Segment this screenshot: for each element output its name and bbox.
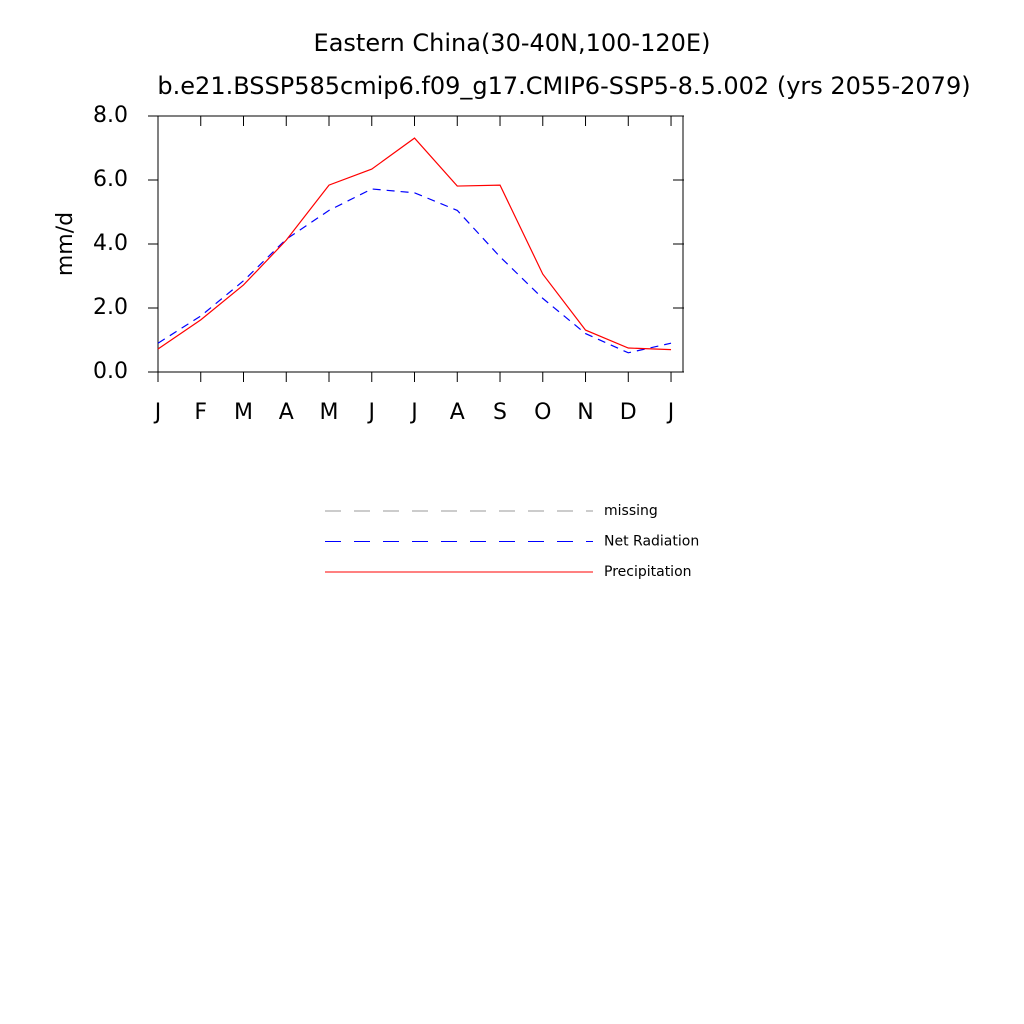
series-line [157, 188, 672, 354]
x-tick-label: J [153, 400, 162, 425]
series-line [157, 137, 672, 351]
x-tick-label: S [493, 400, 507, 425]
legend-label: Precipitation [604, 564, 692, 580]
x-tick-label: M [320, 400, 339, 425]
y-tick-label: 0.0 [93, 359, 128, 384]
legend-label: Net Radiation [604, 534, 699, 550]
x-tick-label: A [279, 400, 294, 425]
y-axis-label: mm/d [53, 212, 78, 276]
x-tick-label: D [620, 400, 637, 425]
x-tick-label: J [666, 400, 675, 425]
y-tick-label: 8.0 [93, 103, 128, 128]
y-tick-label: 6.0 [93, 167, 128, 192]
x-tick-label: O [534, 400, 551, 425]
chart-title: Eastern China(30-40N,100-120E) [314, 29, 711, 57]
plot-frame [157, 115, 684, 373]
x-tick-label: F [194, 400, 207, 425]
legend-label: missing [604, 503, 658, 519]
chart-subtitle: b.e21.BSSP585cmip6.f09_g17.CMIP6-SSP5-8.… [157, 72, 970, 100]
x-tick-label: J [367, 400, 376, 425]
x-tick-label: A [450, 400, 465, 425]
x-tick-label: M [234, 400, 253, 425]
x-tick-label: N [577, 400, 593, 425]
y-tick-label: 4.0 [93, 231, 128, 256]
y-tick-label: 2.0 [93, 295, 128, 320]
x-tick-label: J [409, 400, 418, 425]
